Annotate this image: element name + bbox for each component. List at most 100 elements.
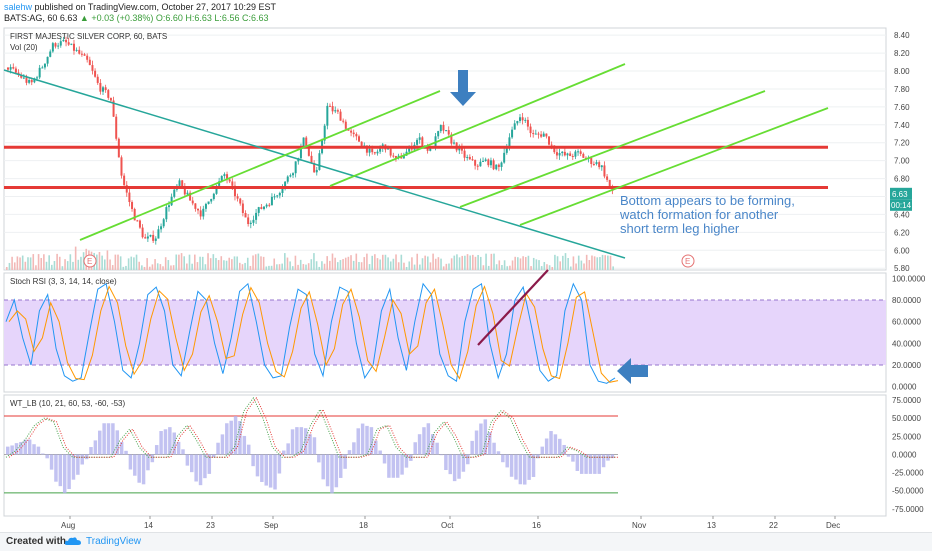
volume-bar [307,263,310,270]
volume-bar [400,254,403,270]
volume-bar [37,254,40,270]
volume-bar [543,262,546,270]
volume-bar [360,262,363,270]
wt-histogram-bar [461,454,466,472]
volume-bar [403,262,405,270]
volume-bar [215,257,217,270]
price-text: 6.63 [59,13,78,23]
volume-bar [45,261,48,270]
wt-histogram-bar [282,450,286,455]
wt-histogram-bar [400,454,404,475]
wt-histogram-bar [58,454,63,487]
candle-body [252,219,255,223]
volume-bar [458,257,461,270]
volume-bar [440,258,442,270]
candle-body [96,76,99,83]
wt-histogram-bar [457,454,461,479]
candle-body [72,43,75,51]
rsi-tick-label: 20.0000 [892,361,921,370]
candle-body [65,39,68,43]
time-tick-label: 18 [359,521,368,530]
candle-body [487,159,490,166]
countdown-label: 00:14 [891,201,912,210]
candle-body [608,179,611,187]
volume-bar [273,258,276,270]
volume-bar [318,266,321,270]
wt-histogram-bar [246,444,251,455]
volume-bar [21,255,24,270]
wt-histogram-bar [242,435,247,455]
overlay [450,70,648,384]
candle-body [165,207,168,220]
wt-histogram-bar [93,440,98,455]
volume-bar [408,261,411,270]
candle-body [28,79,31,83]
volume-bar [461,255,464,270]
volume-bar [289,261,291,270]
candle-body [46,56,49,64]
wt-histogram-bar [584,454,588,474]
wt-histogram-bar [168,427,172,455]
candle-body [281,188,284,193]
wt-histogram-bar [98,430,102,455]
price-pane: 8.408.208.007.807.607.407.207.006.806.60… [3,27,912,273]
price-tick-label: 6.80 [894,175,910,184]
candle-body [199,210,202,217]
tradingview-brand[interactable]: TradingView [86,536,142,547]
wt-histogram-bar [518,454,523,485]
wt-histogram-bar [483,419,488,455]
volume-bar [209,258,212,270]
chart-canvas[interactable]: 8.408.208.007.807.607.407.207.006.806.60… [0,0,932,532]
wt-histogram-bar [102,423,106,455]
wt-histogram-bar [163,429,168,455]
candle-body [476,165,479,167]
wt-histogram-bar [338,454,343,478]
volume-bar [577,255,580,270]
candle-body [149,234,152,237]
wt-histogram-bar [49,454,54,470]
wt-histogram-bar [159,431,163,455]
candle-body [83,54,86,56]
wt2-line [8,396,618,458]
candle-body [202,208,205,217]
candle-body [365,145,368,153]
candle-body [270,196,273,206]
candle-body [299,146,302,159]
price-tick-label: 5.80 [894,264,910,273]
candle-body [162,219,165,227]
wt-histogram-bar [238,421,242,455]
wt-histogram-bar [211,454,216,458]
candle-body [276,195,279,197]
candle-body [197,208,200,211]
wt-histogram-bar [111,423,115,455]
volume-bar [527,255,530,270]
volume-bar [278,264,281,270]
volume-bar [437,257,440,270]
volume-bar [143,266,146,270]
price-tick-label: 6.00 [894,246,910,255]
candle-body [516,121,519,124]
author-link[interactable]: salehw [4,2,33,12]
price-tick-label: 7.80 [894,85,910,94]
wt-histogram-bar [23,439,28,455]
candle-body [508,137,511,148]
volume-bar [540,266,543,270]
volume-bar [469,255,471,270]
annotation-text: short term leg higher [620,221,740,236]
volume-bar [154,259,156,270]
volume-bar [151,264,154,270]
volume-bar [456,254,458,270]
volume-bar [125,265,127,270]
candle-body [220,176,223,182]
candle-body [260,207,263,209]
volume-bar [530,266,532,270]
volume-bar [69,254,72,270]
volume-bar [564,253,567,270]
candle-body [524,119,527,121]
candle-body [265,204,268,207]
candle-body [36,77,39,79]
wt-histogram-bar [369,427,374,455]
candle-body [38,67,41,78]
volume-bar [127,258,130,270]
candle-body [286,176,289,182]
